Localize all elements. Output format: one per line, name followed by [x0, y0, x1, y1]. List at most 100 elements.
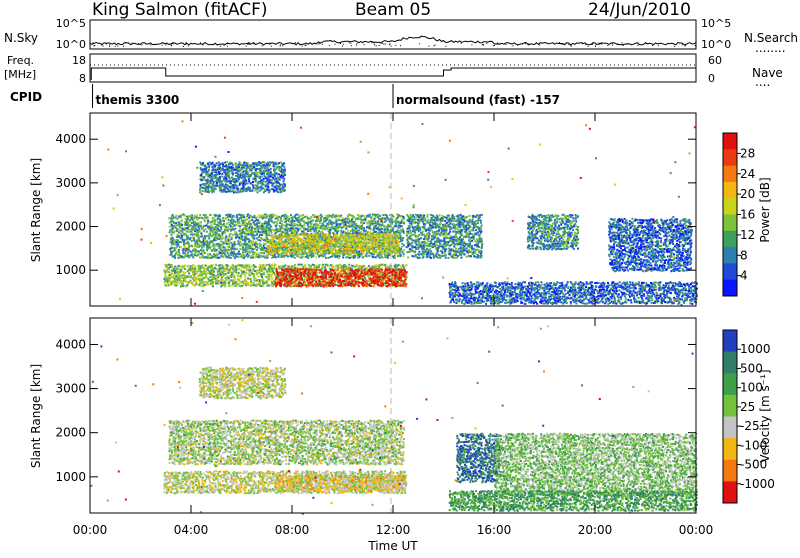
heatmap-cell	[375, 250, 377, 252]
heatmap-cell	[287, 285, 289, 287]
heatmap-cell	[235, 266, 237, 268]
nsearch-point	[356, 45, 357, 46]
heatmap-cell	[402, 237, 404, 239]
heatmap-cell	[382, 234, 384, 236]
heatmap-cell	[318, 242, 320, 244]
heatmap-cell	[208, 278, 210, 280]
heatmap-cell	[299, 223, 301, 225]
nsearch-point	[482, 44, 483, 45]
heatmap-cell	[182, 285, 184, 287]
heatmap-cell	[200, 233, 202, 235]
freq-left-tick-top: 18	[72, 54, 86, 67]
heatmap-cell	[314, 266, 316, 268]
heatmap-cell	[358, 247, 360, 249]
nsearch-point	[391, 46, 392, 47]
heatmap-cell	[178, 251, 180, 253]
heatmap-cell	[288, 283, 290, 285]
heatmap-cell	[305, 229, 307, 231]
heatmap-cell	[204, 284, 206, 286]
freq-left-tick-bottom: 8	[79, 72, 86, 85]
heatmap-cell	[251, 284, 253, 286]
heatmap-cell	[185, 233, 187, 235]
heatmap-cell	[341, 268, 343, 270]
heatmap-cell	[236, 216, 238, 218]
heatmap-cell	[304, 279, 306, 281]
heatmap-cell	[247, 214, 249, 216]
heatmap-cell	[403, 253, 405, 255]
heatmap-cell	[181, 214, 183, 216]
heatmap-cell	[190, 275, 192, 277]
heatmap-cell	[349, 257, 351, 259]
heatmap-cell	[297, 240, 299, 242]
heatmap-cell	[292, 275, 294, 277]
heatmap-cell	[325, 215, 327, 217]
heatmap-cell	[199, 277, 201, 279]
heatmap-cell	[279, 222, 281, 224]
heatmap-cell	[361, 225, 363, 227]
heatmap-cell	[200, 257, 202, 259]
heatmap-cell	[254, 248, 256, 250]
heatmap-cell	[235, 221, 237, 223]
heatmap-cell	[267, 245, 269, 247]
heatmap-cell	[335, 270, 337, 272]
heatmap-cell	[173, 239, 175, 241]
heatmap-cell	[357, 235, 359, 237]
heatmap-cell	[251, 219, 253, 221]
nsky-right-tick-bottom: 10^0	[701, 38, 731, 51]
heatmap-cell	[249, 274, 251, 276]
heatmap-cell	[199, 214, 201, 216]
heatmap-cell	[338, 285, 340, 287]
nsearch-point	[227, 43, 228, 44]
nsearch-point	[571, 46, 572, 47]
heatmap-cell	[168, 271, 170, 273]
heatmap-cell	[314, 249, 316, 251]
heatmap-cell	[286, 229, 288, 231]
heatmap-cell	[210, 214, 212, 216]
heatmap-cell	[330, 236, 332, 238]
nsearch-point	[623, 45, 624, 46]
heatmap-cell	[307, 274, 309, 276]
nsearch-point	[434, 45, 435, 46]
heatmap-cell	[265, 214, 267, 216]
heatmap-cell	[207, 253, 209, 255]
heatmap-cell	[260, 244, 262, 246]
heatmap-cell	[228, 277, 230, 279]
heatmap-cell	[304, 245, 306, 247]
heatmap-cell	[358, 225, 360, 227]
heatmap-cell	[303, 256, 305, 258]
heatmap-cell	[349, 214, 351, 216]
heatmap-cell	[273, 272, 275, 274]
heatmap-cell	[268, 251, 270, 253]
heatmap-cell	[240, 285, 242, 287]
heatmap-cell	[250, 242, 252, 244]
heatmap-cell	[246, 225, 248, 227]
heatmap-cell	[328, 265, 330, 267]
heatmap-cell	[366, 222, 368, 224]
heatmap-cell	[241, 235, 243, 237]
heatmap-cell	[321, 230, 323, 232]
heatmap-cell	[261, 252, 263, 254]
nsearch-point	[562, 44, 563, 45]
heatmap-cell	[324, 217, 326, 219]
heatmap-cell	[303, 237, 305, 239]
heatmap-cell	[270, 241, 272, 243]
heatmap-cell	[367, 275, 369, 277]
nsearch-point	[617, 43, 618, 44]
heatmap-cell	[308, 276, 310, 278]
heatmap-cell	[184, 277, 186, 279]
heatmap-cell	[401, 246, 403, 248]
heatmap-cell	[243, 214, 245, 216]
heatmap-cell	[279, 249, 281, 251]
nsky-label: N.Sky	[4, 31, 38, 45]
heatmap-cell	[306, 234, 308, 236]
cpid-label: CPID	[10, 90, 42, 104]
heatmap-cell	[263, 245, 265, 247]
heatmap-cell	[179, 274, 181, 276]
heatmap-cell	[231, 248, 233, 250]
heatmap-cell	[394, 239, 396, 241]
heatmap-cell	[375, 220, 377, 222]
heatmap-cell	[175, 215, 177, 217]
heatmap-cell	[298, 285, 300, 287]
heatmap-cell	[385, 220, 387, 222]
